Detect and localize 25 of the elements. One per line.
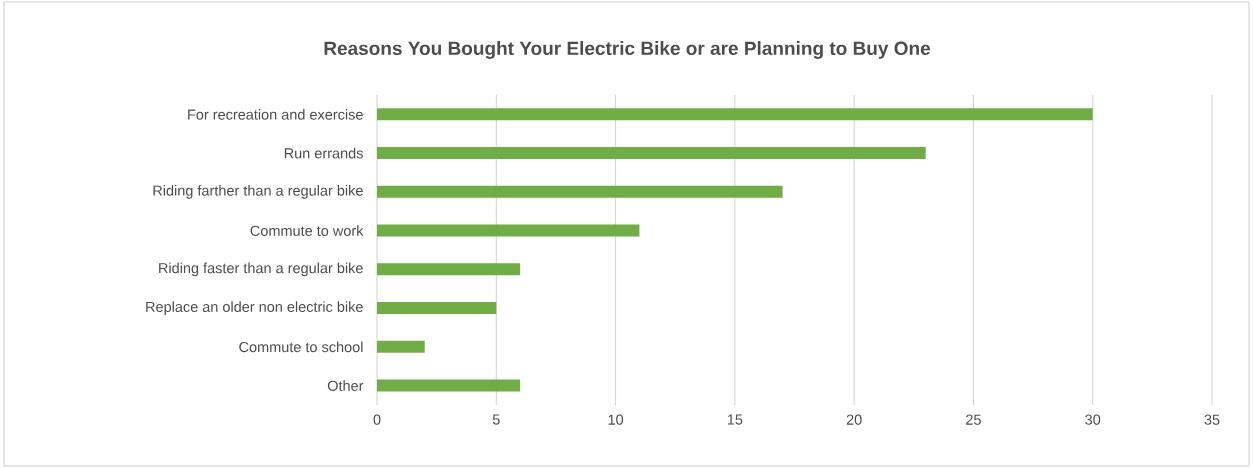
y-tick-label: Commute to school (239, 341, 363, 353)
x-tick-label: 20 (846, 414, 862, 425)
x-tick-label: 25 (966, 414, 981, 425)
bar (377, 340, 425, 353)
chart-title: Reasons You Bought Your Electric Bike or are Planning to Buy One (324, 41, 931, 59)
y-tick-label: Commute to work (250, 225, 364, 236)
x-tick-label: 30 (1085, 414, 1101, 425)
bar (377, 185, 783, 198)
bar (377, 224, 640, 237)
x-tick-label: 0 (373, 414, 381, 425)
x-tick-label: 10 (608, 414, 624, 425)
y-tick-label: Other (327, 380, 364, 391)
y-tick-label: For recreation and exercise (188, 109, 363, 120)
y-tick-label: Replace an older non electric bike (146, 301, 363, 315)
bar (377, 147, 926, 160)
bar (377, 108, 1093, 121)
bar (377, 302, 497, 315)
x-tick-label: 15 (727, 414, 743, 425)
bar (377, 263, 521, 276)
bar (377, 379, 521, 392)
x-tick-label: 35 (1204, 414, 1220, 425)
y-tick-label: Riding faster than a regular bike (159, 262, 363, 277)
x-tick-label: 5 (492, 414, 500, 425)
y-tick-label: Riding farther than a regular bike (153, 185, 363, 199)
y-tick-label: Run errands (284, 147, 363, 159)
